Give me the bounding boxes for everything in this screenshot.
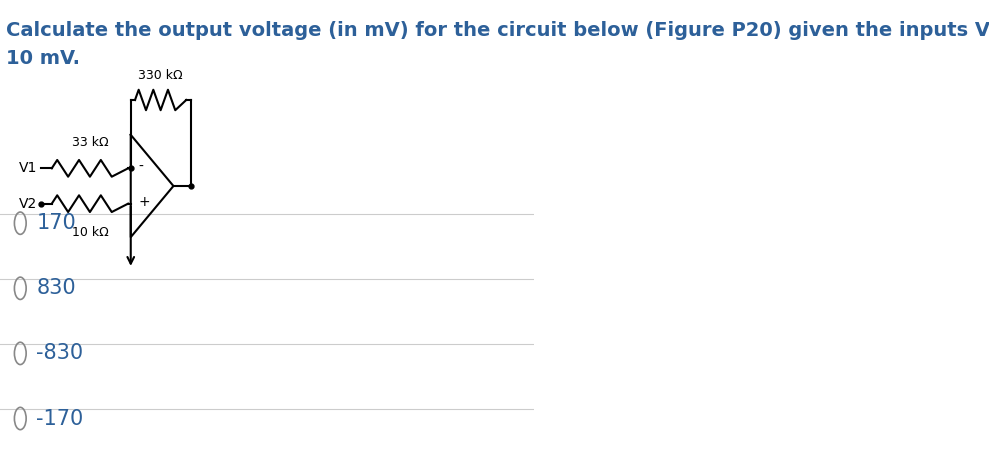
Text: V1: V1	[19, 161, 38, 175]
Text: V2: V2	[19, 197, 38, 211]
Text: -170: -170	[37, 408, 83, 429]
Text: 830: 830	[37, 278, 76, 299]
Text: 170: 170	[37, 213, 76, 233]
Text: 10 mV.: 10 mV.	[6, 49, 80, 68]
Text: +: +	[138, 195, 150, 209]
Text: 33 kΩ: 33 kΩ	[71, 136, 108, 149]
Text: -830: -830	[37, 343, 83, 364]
Text: 330 kΩ: 330 kΩ	[138, 69, 183, 82]
Text: 10 kΩ: 10 kΩ	[71, 226, 108, 239]
Text: Calculate the output voltage (in mV) for the circuit below (Figure P20) given th: Calculate the output voltage (in mV) for…	[6, 21, 989, 40]
Text: -: -	[138, 159, 143, 173]
